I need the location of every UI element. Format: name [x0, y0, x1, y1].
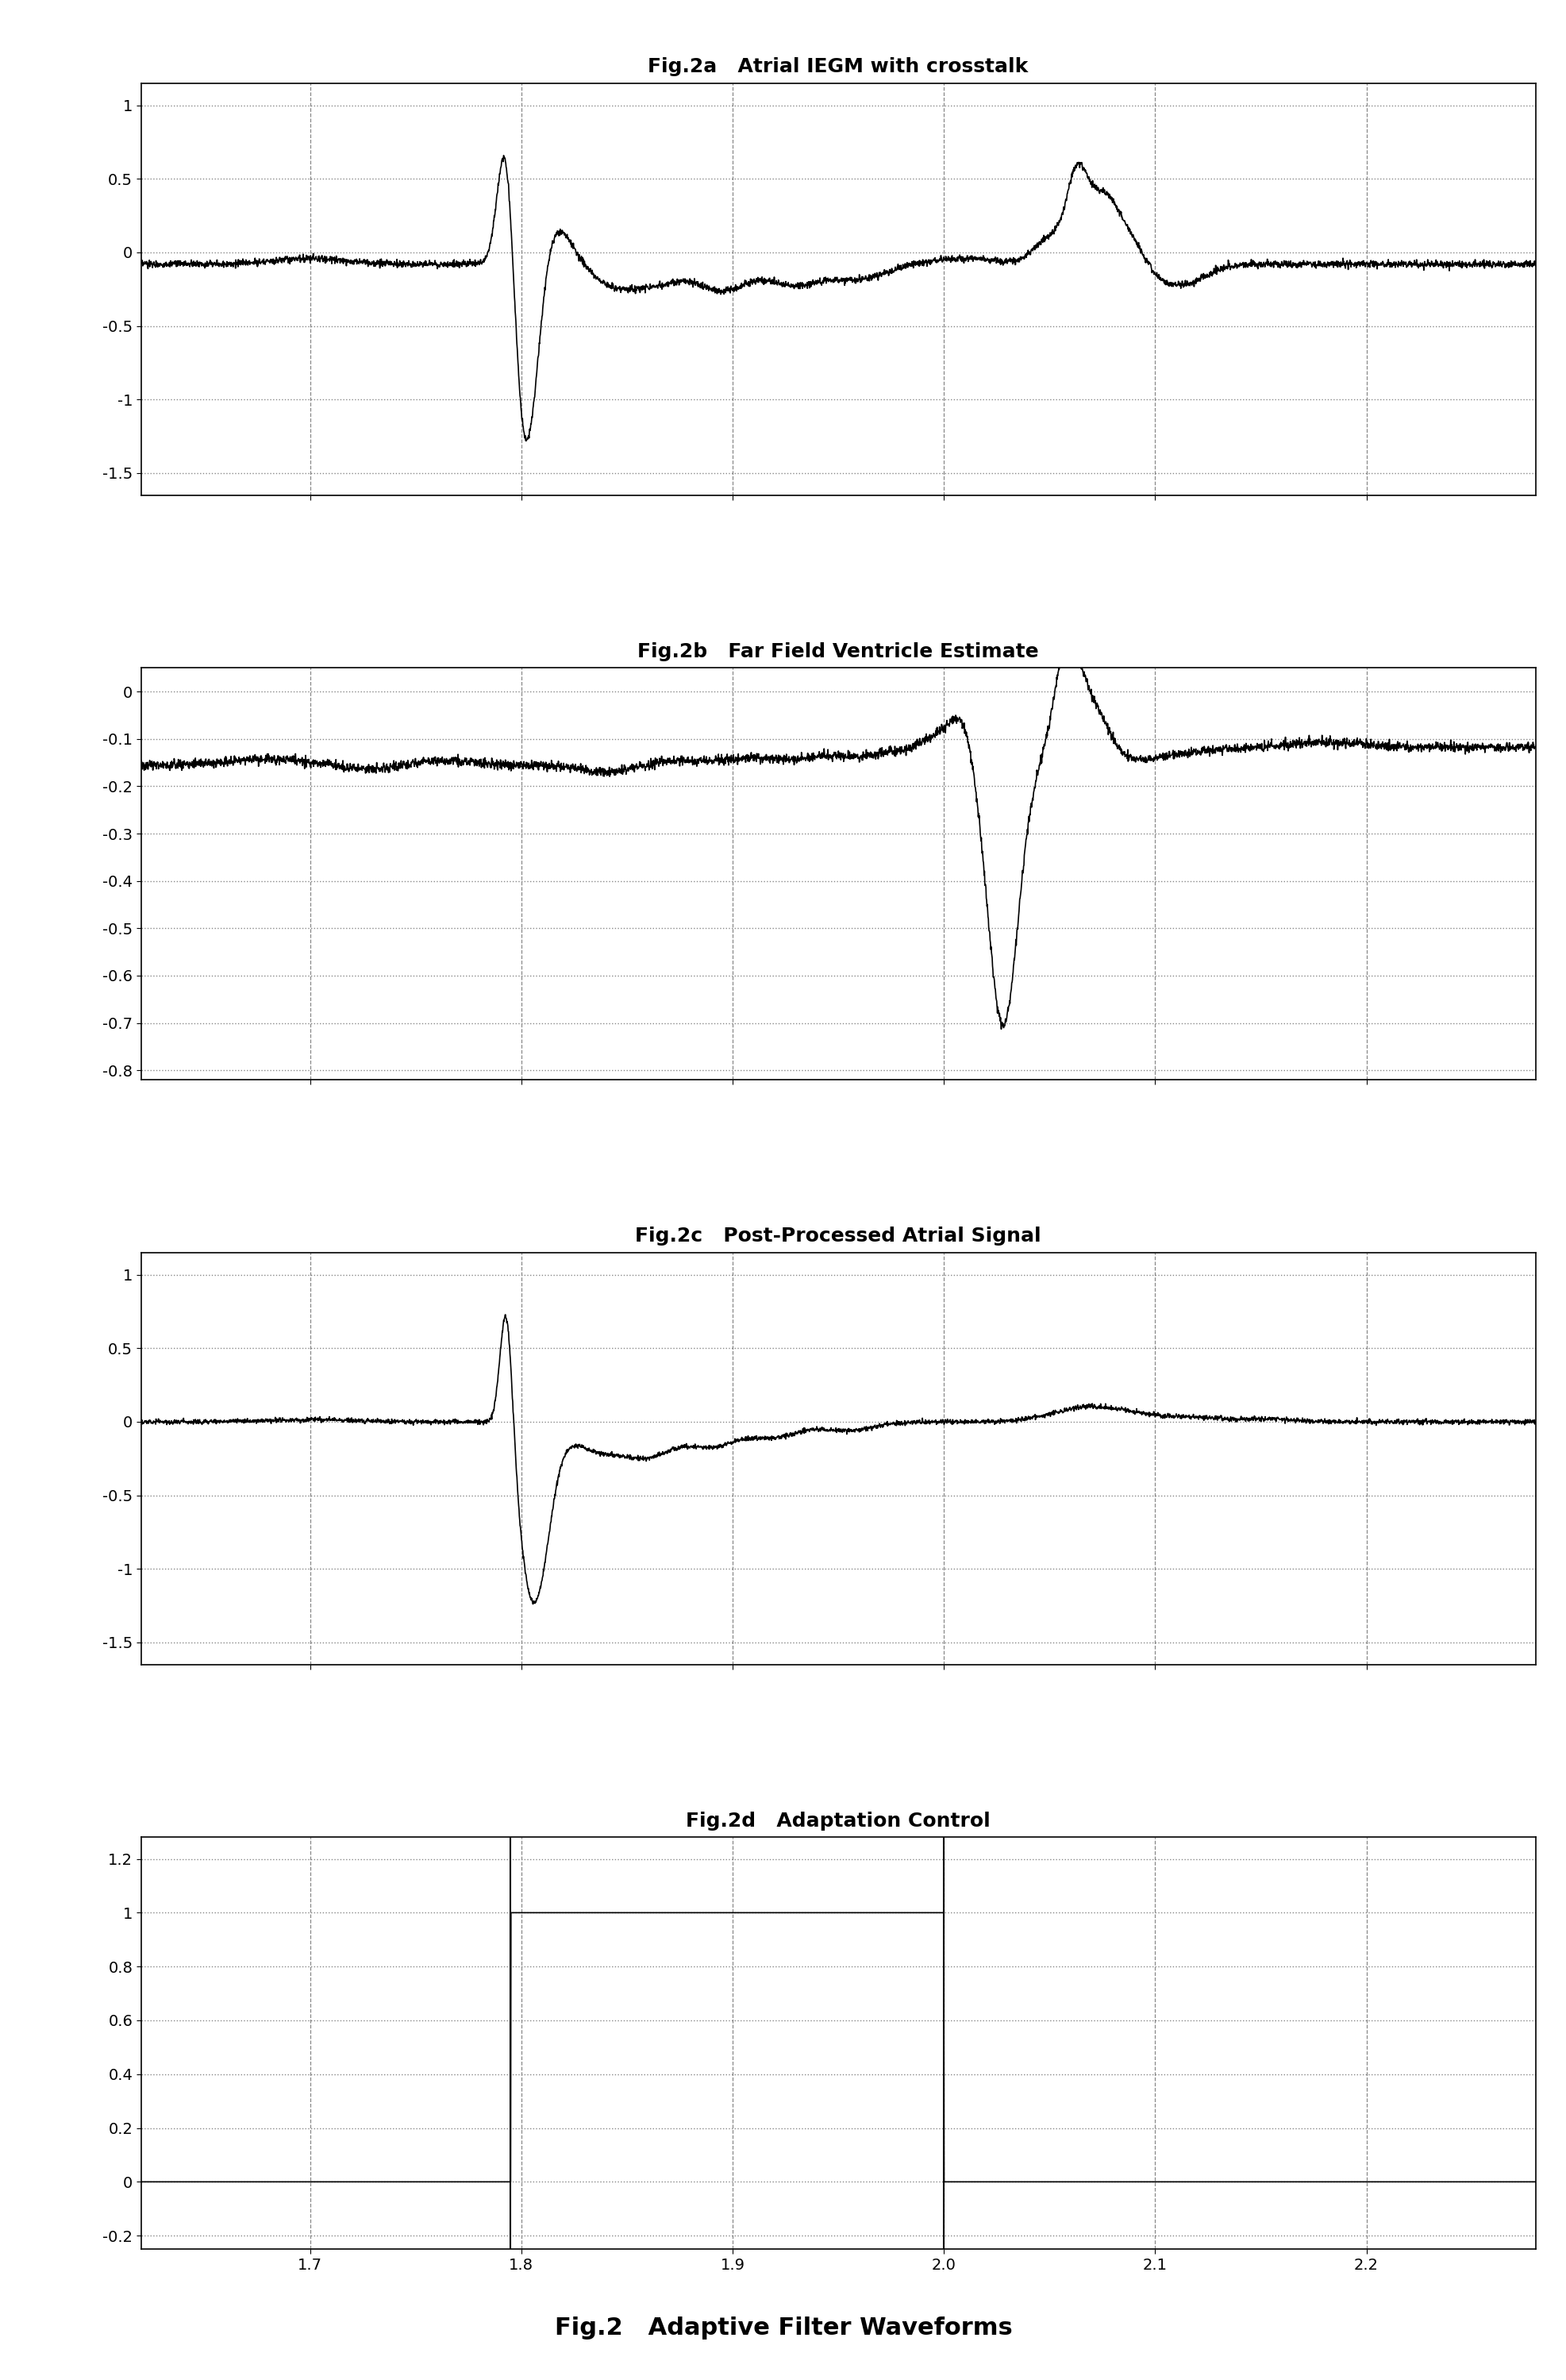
Text: Fig.2   Adaptive Filter Waveforms: Fig.2 Adaptive Filter Waveforms [554, 2316, 1012, 2340]
Title: Fig.2d   Adaptation Control: Fig.2d Adaptation Control [686, 1811, 990, 1830]
Title: Fig.2a   Atrial IEGM with crosstalk: Fig.2a Atrial IEGM with crosstalk [648, 57, 1027, 76]
Title: Fig.2c   Post-Processed Atrial Signal: Fig.2c Post-Processed Atrial Signal [634, 1226, 1041, 1245]
Title: Fig.2b   Far Field Ventricle Estimate: Fig.2b Far Field Ventricle Estimate [637, 643, 1038, 662]
